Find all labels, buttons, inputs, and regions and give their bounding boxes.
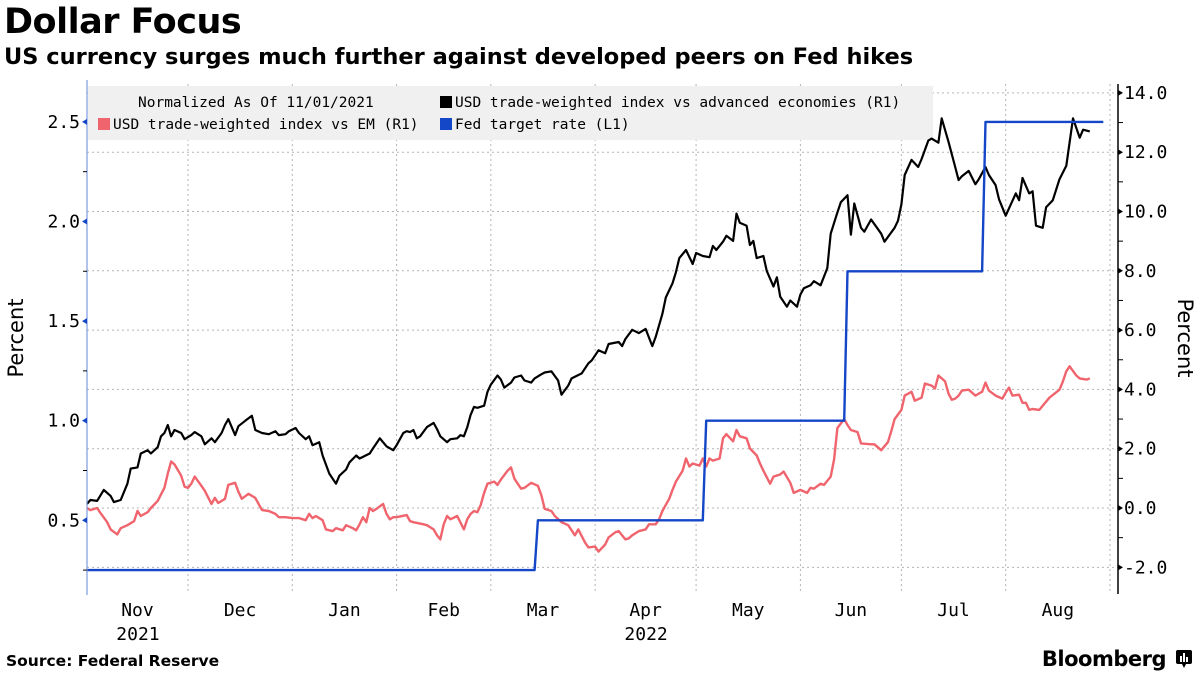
legend-background: [88, 86, 933, 140]
legend-label-em: USD trade-weighted index vs EM (R1): [113, 117, 419, 133]
source-note: Source: Federal Reserve: [6, 652, 220, 670]
x-axis-labels: Nov Dec Jan Feb Mar Apr May Jun Jul Aug 2021 2022: [116, 600, 1074, 645]
right-tick-label: 6.0: [1124, 320, 1157, 341]
right-tick-label: 10.0: [1124, 202, 1167, 223]
left-tick-mark: [82, 118, 87, 125]
legend-swatch-fed: [440, 118, 452, 130]
left-tick-mark: [82, 517, 87, 524]
x-month-label: May: [732, 600, 765, 621]
right-tick-label: 4.0: [1124, 379, 1157, 400]
x-month-label: Mar: [527, 600, 560, 621]
right-tick-mark: [1118, 386, 1123, 393]
bloomberg-logo: Bloomberg: [1041, 647, 1167, 671]
axes: [86, 80, 1119, 595]
left-tick-label: 2.0: [47, 211, 80, 232]
legend-note: Normalized As Of 11/01/2021: [138, 95, 374, 111]
legend-label-advanced: USD trade-weighted index vs advanced eco…: [455, 95, 900, 111]
right-tick-mark: [1118, 327, 1123, 334]
right-axis-title: Percent: [1173, 298, 1197, 377]
x-month-label: Nov: [121, 600, 154, 621]
right-tick-mark: [1118, 267, 1123, 274]
right-tick-mark: [1118, 89, 1123, 96]
series-line-em: [86, 365, 1091, 553]
right-tick-label: -2.0: [1124, 557, 1167, 578]
chart-subtitle: US currency surges much further against …: [4, 44, 914, 70]
legend-swatch-advanced: [440, 96, 452, 108]
chart-title: Dollar Focus: [4, 2, 242, 42]
right-tick-label: 2.0: [1124, 439, 1157, 460]
series: [86, 117, 1104, 572]
left-tick-label: 0.5: [47, 510, 80, 531]
left-tick-label: 1.0: [47, 411, 80, 432]
right-tick-label: 0.0: [1124, 498, 1157, 519]
x-month-label: Apr: [629, 600, 662, 621]
x-month-label: Jun: [835, 600, 868, 621]
right-tick-mark: [1118, 208, 1123, 215]
right-tick-label: 14.0: [1124, 83, 1167, 104]
series-line-advanced: [86, 117, 1091, 505]
right-tick-mark: [1118, 505, 1123, 512]
x-year-label: 2022: [624, 624, 667, 645]
legend-swatch-em: [98, 118, 110, 130]
left-axis-ticks: 0.5 1.0 1.5 2.0 2.5: [47, 112, 87, 571]
right-tick-mark: [1118, 149, 1123, 156]
x-month-label: Feb: [427, 600, 460, 621]
x-year-label: 2021: [116, 624, 159, 645]
x-month-label: Jul: [937, 600, 970, 621]
left-tick-mark: [82, 318, 87, 325]
x-month-label: Jan: [328, 600, 361, 621]
right-tick-label: 12.0: [1124, 142, 1167, 163]
right-axis-ticks: -2.0 0.0 2.0 4.0 6.0 8.0 10.0 12.0 14.0: [1118, 83, 1167, 578]
grid: [87, 84, 1118, 594]
x-month-label: Dec: [224, 600, 257, 621]
x-month-label: Aug: [1042, 600, 1075, 621]
right-tick-mark: [1118, 564, 1123, 571]
right-tick-mark: [1118, 445, 1123, 452]
legend-label-fed: Fed target rate (L1): [455, 117, 630, 133]
left-axis-title: Percent: [4, 298, 28, 377]
bloomberg-chart-icon: [1176, 650, 1192, 668]
left-tick-mark: [82, 417, 87, 424]
right-tick-label: 8.0: [1124, 261, 1157, 282]
left-tick-label: 2.5: [47, 112, 80, 133]
legend: Normalized As Of 11/01/2021 USD trade-we…: [88, 86, 933, 140]
series-line-fed: [87, 120, 1104, 572]
left-tick-mark: [82, 218, 87, 225]
left-tick-label: 1.5: [47, 311, 80, 332]
